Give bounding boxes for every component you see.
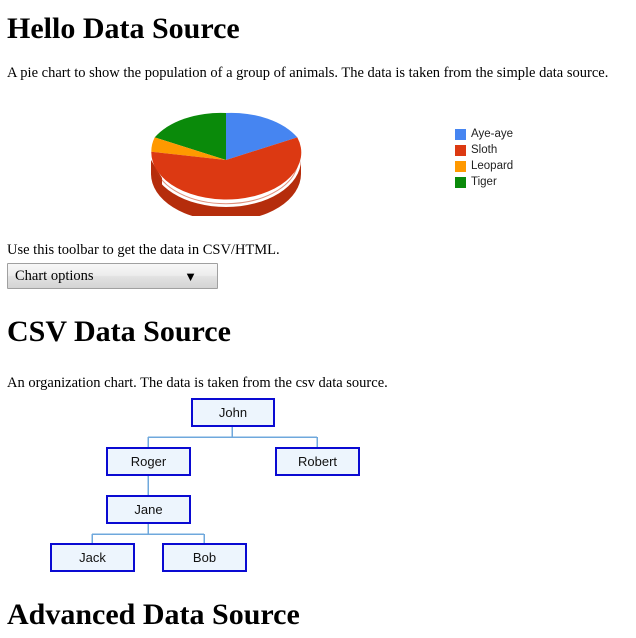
org-node-label-roger: Roger (130, 454, 167, 469)
pie-depth-arc (154, 166, 298, 205)
legend-item-aye-aye[interactable]: Aye-aye (455, 126, 513, 142)
legend-item-tiger[interactable]: Tiger (455, 174, 513, 190)
hello-description: A pie chart to show the population of a … (7, 65, 609, 81)
org-node-label-jane: Jane (134, 502, 163, 517)
pie-slice-side-sloth (151, 160, 301, 216)
legend-label-tiger: Tiger (471, 176, 497, 188)
pie-slice-tiger[interactable] (154, 112, 226, 160)
page-title-csv: CSV Data Source (7, 315, 231, 348)
org-chart[interactable]: John Roger Robert Jane Jack Bob (0, 390, 400, 585)
pie-chart-svg (151, 112, 302, 216)
org-node-jane[interactable]: Jane (106, 495, 191, 524)
legend-label-leopard: Leopard (471, 160, 514, 172)
legend-swatch-icon-sloth (455, 144, 466, 156)
org-node-bob[interactable]: Bob (162, 543, 247, 572)
csv-description: An organization chart. The data is taken… (7, 375, 388, 391)
legend-label-sloth: Sloth (471, 144, 498, 156)
legend-swatch-icon-leopard (455, 160, 466, 172)
pie-chart-graphic[interactable] (146, 104, 306, 216)
org-node-label-john: John (218, 405, 248, 420)
pie-slice-aye-aye[interactable] (226, 112, 298, 160)
legend-swatch-icon-tiger (455, 176, 466, 188)
chart-options-dropdown[interactable]: Chart options ▼ (7, 263, 218, 289)
legend-item-leopard[interactable]: Leopard (455, 158, 513, 174)
pie-slice-sloth[interactable] (151, 137, 302, 200)
toolbar-description: Use this toolbar to get the data in CSV/… (7, 242, 280, 258)
org-node-john[interactable]: John (191, 398, 275, 427)
page-title-advanced: Advanced Data Source (7, 598, 300, 631)
org-node-roger[interactable]: Roger (106, 447, 191, 476)
page-title-hello: Hello Data Source (7, 12, 240, 45)
legend-label-aye-aye: Aye-aye (471, 128, 513, 140)
org-node-label-robert: Robert (297, 454, 338, 469)
legend-swatch-icon-aye-aye (455, 128, 466, 140)
pie-slice-leopard[interactable] (151, 137, 226, 160)
org-node-label-bob: Bob (192, 550, 217, 565)
chart-options-label: Chart options (15, 267, 94, 284)
pie-slice-side-sloth-left (151, 160, 162, 192)
pie-chart-legend: Aye-aye Sloth Leopard Tiger (455, 126, 513, 190)
org-node-jack[interactable]: Jack (50, 543, 135, 572)
legend-item-sloth[interactable]: Sloth (455, 142, 513, 158)
pie-chart[interactable]: Aye-aye Sloth Leopard Tiger (0, 96, 560, 226)
org-node-label-jack: Jack (79, 550, 106, 565)
chevron-down-icon: ▼ (184, 268, 197, 284)
org-node-robert[interactable]: Robert (275, 447, 360, 476)
